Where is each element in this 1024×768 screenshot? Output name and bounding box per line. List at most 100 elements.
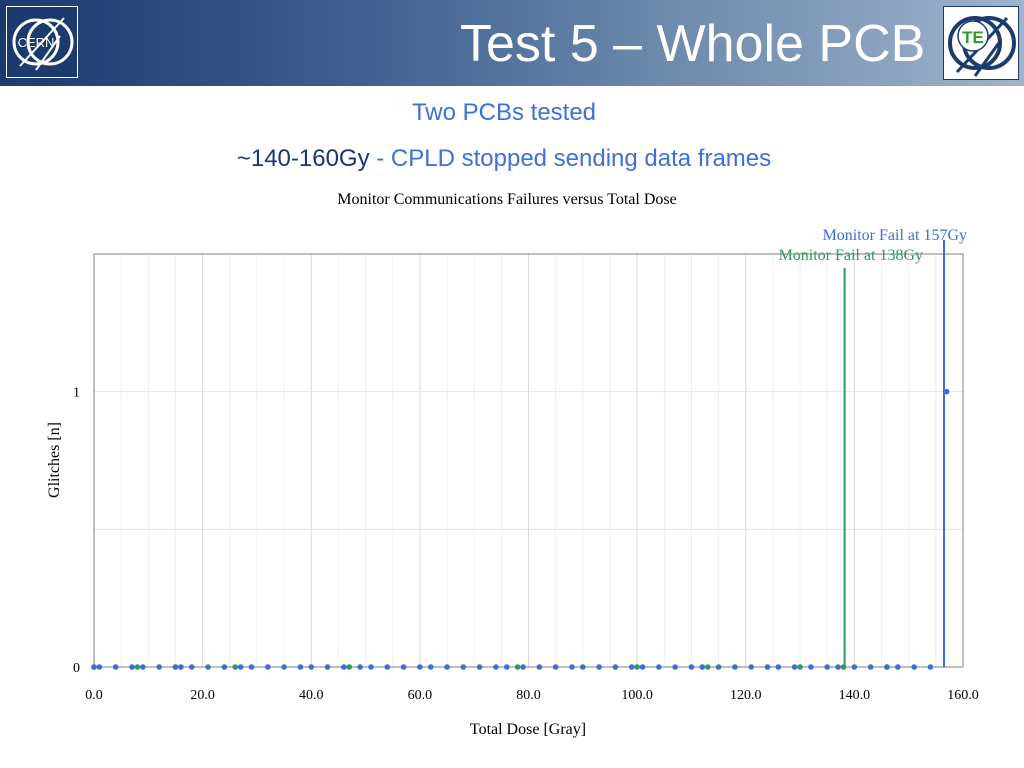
data-point (248, 664, 255, 670)
slide-title: Test 5 – Whole PCB (460, 15, 926, 73)
x-tick-label: 100.0 (621, 688, 653, 703)
data-point (808, 664, 814, 670)
data-point (460, 664, 467, 670)
x-tick-label: 20.0 (190, 688, 215, 703)
y-tick-label: 1 (73, 386, 80, 401)
data-point (552, 664, 559, 670)
data-point (232, 664, 239, 670)
subtitle-pcbs-tested: Two PCBs tested (411, 99, 597, 126)
data-point (943, 388, 950, 395)
data-point (656, 664, 662, 670)
data-point (639, 664, 646, 670)
data-point (341, 664, 347, 670)
svg-text:TE: TE (962, 28, 984, 47)
data-point (672, 664, 678, 670)
failure-marker-label: Monitor Fail at 157Gy (823, 227, 967, 244)
glitches-vs-dose-chart: Monitor Communications Failures versus T… (46, 191, 979, 738)
x-tick-label: 120.0 (730, 688, 762, 703)
data-point (764, 664, 771, 670)
data-point (596, 664, 602, 670)
data-point (308, 664, 315, 670)
cern-logo-icon: CERN (6, 6, 78, 78)
data-point (732, 664, 738, 670)
data-point (704, 664, 711, 670)
data-point (129, 664, 135, 670)
x-tick-label: 40.0 (299, 688, 324, 703)
x-axis-label: Total Dose [Gray] (470, 721, 586, 738)
data-point (634, 664, 640, 670)
x-tick-label: 160.0 (947, 688, 979, 703)
data-point (628, 664, 635, 670)
data-point (178, 664, 184, 670)
y-axis-ticks: 01 (73, 386, 80, 676)
data-point (156, 664, 162, 670)
data-point (748, 664, 754, 670)
data-point (503, 664, 510, 670)
data-point (357, 664, 363, 670)
x-tick-label: 0.0 (85, 688, 103, 703)
data-points (91, 388, 950, 670)
data-point (221, 664, 228, 670)
slide-header: CERN Test 5 – Whole PCB TE (0, 0, 1024, 86)
data-point (134, 664, 141, 670)
data-point (688, 664, 695, 670)
data-point (400, 664, 407, 670)
data-point (514, 664, 521, 670)
x-tick-label: 80.0 (516, 688, 541, 703)
failure-markers: Monitor Fail at 157Gy Monitor Fail at 138… (779, 227, 967, 667)
te-logo-icon: TE (943, 6, 1019, 80)
x-tick-label: 60.0 (408, 688, 433, 703)
data-point (884, 664, 890, 670)
data-point (444, 664, 450, 670)
data-point (775, 664, 782, 670)
data-point (346, 664, 353, 670)
data-point (324, 664, 331, 670)
data-point (476, 664, 483, 670)
failure-marker-label: Monitor Fail at 138Gy (779, 247, 923, 264)
data-point (911, 664, 917, 670)
data-point (840, 664, 847, 670)
data-point (297, 664, 304, 670)
x-axis-ticks: 0.0 20.0 40.0 60.0 80.0 100.0 120.0 140.0 160.0 (85, 688, 979, 703)
data-point (824, 664, 831, 670)
data-point (140, 664, 146, 670)
y-axis-label: Glitches [n] (46, 422, 63, 498)
data-point (493, 664, 499, 670)
data-point (417, 664, 423, 670)
data-point (927, 664, 934, 670)
data-point (797, 664, 803, 670)
data-point (368, 664, 374, 670)
data-point (281, 664, 287, 670)
dose-range-highlight: ~140-160Gy (236, 145, 370, 172)
data-point (612, 664, 619, 670)
x-tick-label: 140.0 (839, 688, 871, 703)
data-point (520, 664, 526, 670)
svg-text:CERN: CERN (18, 35, 55, 50)
data-point (112, 664, 119, 670)
chart-grid (94, 254, 963, 667)
data-point (384, 664, 391, 670)
data-point (699, 664, 706, 670)
y-tick-label: 0 (73, 661, 80, 676)
data-point (237, 664, 244, 670)
data-point (265, 664, 271, 670)
data-point (867, 664, 874, 670)
data-point (91, 664, 97, 670)
data-point (96, 664, 103, 670)
data-point (427, 664, 434, 670)
data-point (791, 664, 798, 670)
data-point (205, 664, 211, 670)
data-point (715, 664, 722, 670)
chart-title: Monitor Communications Failures versus T… (337, 191, 676, 208)
data-point (536, 664, 543, 670)
plot-area-border (93, 253, 964, 668)
data-point (172, 664, 179, 670)
subtitle-dose-range: ~140-160Gy - CPLD stopped sending data f… (0, 145, 1008, 173)
dose-range-description: - CPLD stopped sending data frames (369, 145, 772, 172)
data-point (188, 664, 195, 670)
data-point (569, 664, 575, 670)
data-point (580, 664, 586, 670)
data-point (851, 664, 858, 670)
data-point (895, 664, 901, 670)
data-point (835, 664, 841, 670)
